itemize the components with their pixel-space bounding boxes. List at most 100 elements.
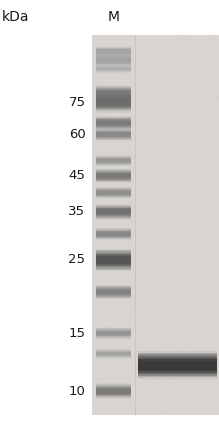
Text: 75: 75 [68,96,85,109]
FancyBboxPatch shape [96,352,131,355]
FancyBboxPatch shape [96,189,131,196]
FancyBboxPatch shape [96,52,131,57]
FancyBboxPatch shape [96,287,131,297]
FancyBboxPatch shape [96,173,131,179]
FancyBboxPatch shape [96,98,131,107]
FancyBboxPatch shape [96,250,131,270]
FancyBboxPatch shape [96,329,131,338]
FancyBboxPatch shape [96,173,131,178]
FancyBboxPatch shape [96,65,131,73]
FancyBboxPatch shape [96,116,131,131]
FancyBboxPatch shape [96,257,131,264]
FancyBboxPatch shape [96,231,131,237]
FancyBboxPatch shape [96,228,131,239]
FancyBboxPatch shape [96,290,131,294]
FancyBboxPatch shape [96,58,131,64]
FancyBboxPatch shape [96,66,131,71]
FancyBboxPatch shape [96,157,131,164]
FancyBboxPatch shape [96,254,131,266]
FancyBboxPatch shape [96,54,131,58]
FancyBboxPatch shape [96,351,131,356]
FancyBboxPatch shape [96,170,131,181]
FancyBboxPatch shape [96,385,131,398]
FancyBboxPatch shape [96,53,131,58]
FancyBboxPatch shape [96,232,131,236]
FancyBboxPatch shape [96,121,131,125]
FancyBboxPatch shape [96,57,131,66]
FancyBboxPatch shape [96,117,131,130]
FancyBboxPatch shape [96,158,131,164]
FancyBboxPatch shape [96,205,131,219]
FancyBboxPatch shape [138,355,217,376]
FancyBboxPatch shape [96,349,131,358]
FancyBboxPatch shape [96,228,131,240]
FancyBboxPatch shape [96,330,131,336]
FancyBboxPatch shape [96,118,131,128]
FancyBboxPatch shape [96,157,131,165]
FancyBboxPatch shape [96,97,131,108]
FancyBboxPatch shape [96,47,131,53]
FancyBboxPatch shape [96,331,131,335]
FancyBboxPatch shape [96,230,131,238]
Text: 25: 25 [68,254,85,266]
FancyBboxPatch shape [96,255,131,265]
FancyBboxPatch shape [138,361,217,370]
FancyBboxPatch shape [96,49,131,56]
FancyBboxPatch shape [96,49,131,52]
FancyBboxPatch shape [96,288,131,296]
FancyBboxPatch shape [96,118,131,129]
Text: kDa: kDa [2,10,30,24]
FancyBboxPatch shape [96,189,131,197]
FancyBboxPatch shape [96,188,131,198]
FancyBboxPatch shape [96,209,131,214]
FancyBboxPatch shape [96,50,131,59]
FancyBboxPatch shape [96,155,131,166]
FancyBboxPatch shape [96,66,131,72]
FancyBboxPatch shape [96,206,131,218]
FancyBboxPatch shape [96,389,131,394]
FancyBboxPatch shape [96,50,131,56]
FancyBboxPatch shape [96,51,131,58]
FancyBboxPatch shape [96,209,131,215]
FancyBboxPatch shape [96,93,131,112]
FancyBboxPatch shape [96,51,131,55]
FancyBboxPatch shape [96,119,131,127]
FancyBboxPatch shape [96,327,131,339]
FancyBboxPatch shape [96,65,131,72]
FancyBboxPatch shape [96,48,131,53]
FancyBboxPatch shape [96,351,131,356]
FancyBboxPatch shape [96,129,131,141]
FancyBboxPatch shape [138,358,217,373]
FancyBboxPatch shape [96,159,131,162]
FancyBboxPatch shape [96,253,131,267]
FancyBboxPatch shape [96,90,131,97]
FancyBboxPatch shape [96,87,131,100]
FancyBboxPatch shape [96,89,131,98]
FancyBboxPatch shape [96,289,131,295]
FancyBboxPatch shape [96,67,131,71]
FancyBboxPatch shape [96,388,131,395]
FancyBboxPatch shape [138,351,217,379]
FancyBboxPatch shape [96,251,131,269]
FancyBboxPatch shape [96,51,131,55]
FancyBboxPatch shape [96,156,131,166]
FancyBboxPatch shape [96,329,131,337]
FancyBboxPatch shape [96,60,131,63]
FancyBboxPatch shape [96,131,131,138]
FancyBboxPatch shape [96,286,131,299]
FancyBboxPatch shape [96,48,131,52]
FancyBboxPatch shape [96,207,131,217]
FancyBboxPatch shape [96,85,131,102]
FancyBboxPatch shape [96,132,131,138]
Bar [92,35,219,415]
FancyBboxPatch shape [96,351,131,357]
FancyBboxPatch shape [96,128,131,141]
FancyBboxPatch shape [96,386,131,396]
FancyBboxPatch shape [96,387,131,396]
FancyBboxPatch shape [96,208,131,216]
FancyBboxPatch shape [96,130,131,140]
FancyBboxPatch shape [96,50,131,56]
FancyBboxPatch shape [96,130,131,139]
Text: 35: 35 [68,206,85,218]
FancyBboxPatch shape [96,52,131,56]
